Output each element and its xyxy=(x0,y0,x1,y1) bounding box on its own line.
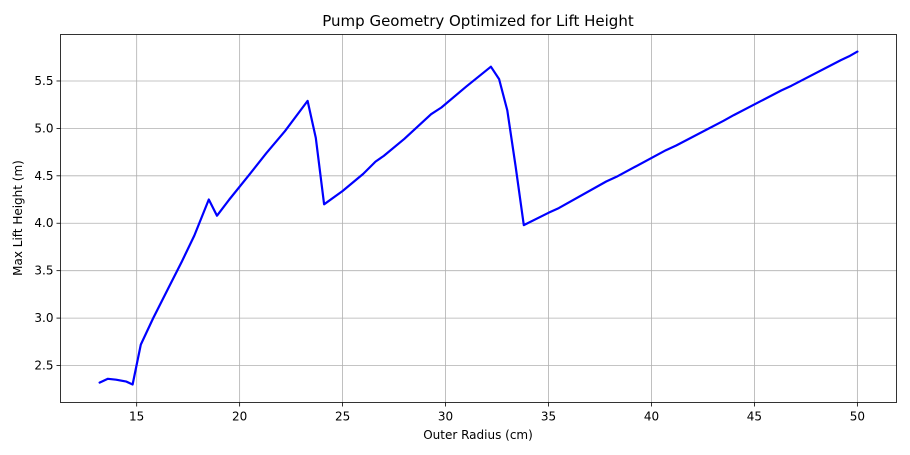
y-tick-label: 2.5 xyxy=(34,359,53,373)
x-tick-label: 20 xyxy=(232,410,247,424)
y-tick-label: 5.0 xyxy=(34,121,53,135)
x-tick-label: 30 xyxy=(438,410,453,424)
y-tick-label: 3.5 xyxy=(34,264,53,278)
y-tick-label: 4.0 xyxy=(34,216,53,230)
x-tick-label: 40 xyxy=(644,410,659,424)
y-tick-label: 5.5 xyxy=(34,74,53,88)
y-tick-label: 4.5 xyxy=(34,169,53,183)
y-axis: 2.5 3.0 3.5 4.0 4.5 5.0 5.5 xyxy=(34,74,61,373)
y-axis-label: Max Lift Height (m) xyxy=(11,160,25,276)
x-axis: 15 20 25 30 35 40 45 50 xyxy=(129,402,865,424)
x-tick-label: 35 xyxy=(541,410,556,424)
chart-title: Pump Geometry Optimized for Lift Height xyxy=(322,12,634,30)
x-tick-label: 25 xyxy=(335,410,350,424)
grid xyxy=(60,34,897,403)
plot-frame xyxy=(60,34,897,403)
y-tick-label: 3.0 xyxy=(34,311,53,325)
x-axis-label: Outer Radius (cm) xyxy=(423,428,533,442)
x-tick-label: 50 xyxy=(850,410,865,424)
x-tick-label: 45 xyxy=(747,410,762,424)
x-tick-label: 15 xyxy=(129,410,144,424)
series-layer xyxy=(98,50,859,386)
series-line xyxy=(98,50,859,386)
